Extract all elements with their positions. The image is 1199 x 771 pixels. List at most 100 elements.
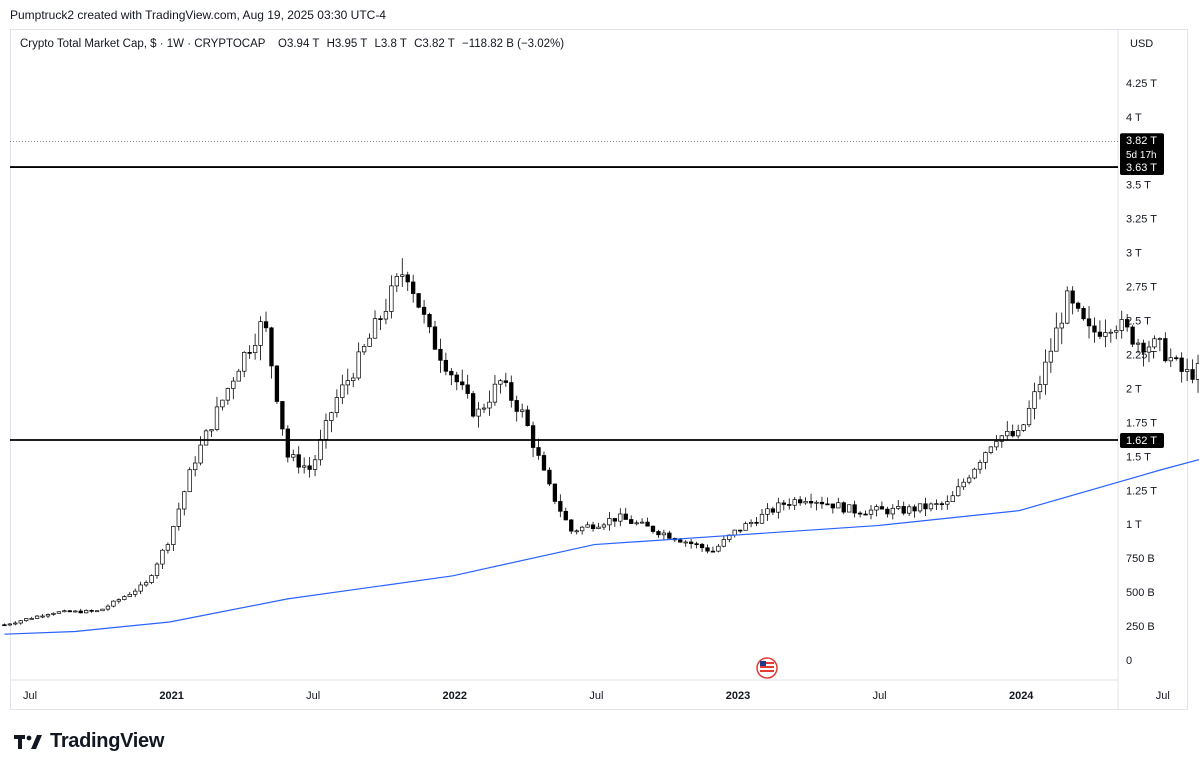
candle-body <box>983 452 988 463</box>
candle-body <box>405 274 410 283</box>
candle-body <box>563 510 568 521</box>
candle-body <box>885 508 890 515</box>
candle-body <box>618 513 623 522</box>
high-value: 3.95 T <box>334 38 368 50</box>
candle-body <box>280 401 285 430</box>
candle-body <box>236 370 241 382</box>
candle-body <box>274 365 280 402</box>
candle-body <box>1130 326 1135 345</box>
candle-body <box>394 276 399 287</box>
candle-body <box>1092 325 1097 333</box>
candle-body <box>498 380 503 385</box>
candle-body <box>754 521 759 524</box>
candle-body <box>438 348 443 361</box>
open-label: O <box>278 38 287 50</box>
candle-body <box>105 605 111 610</box>
candle-body <box>340 384 345 398</box>
candle-body <box>509 382 514 401</box>
candle-body <box>1070 290 1075 304</box>
x-tick-label: 2024 <box>1009 690 1034 702</box>
candle-body <box>40 615 45 618</box>
close-label: C <box>414 38 423 50</box>
candle-body <box>1021 424 1026 431</box>
candle-body <box>291 454 296 458</box>
candle-body <box>2 624 7 627</box>
candle-body <box>808 501 814 504</box>
candle-body <box>650 525 656 532</box>
last-price-label: 3.82 T <box>1126 135 1157 147</box>
candle-body <box>1081 308 1086 320</box>
candle-body <box>133 590 138 595</box>
candle-body <box>1125 319 1130 328</box>
candle-body <box>547 469 552 485</box>
candle-body <box>18 620 23 624</box>
time-scale: Jul2021Jul2022Jul2023Jul2024Jul2025Jul20… <box>23 690 1170 702</box>
candle-body <box>803 501 808 504</box>
candle-body <box>972 468 977 479</box>
candle-body <box>732 529 737 536</box>
candle-body <box>634 522 639 525</box>
candle-body <box>1157 338 1163 340</box>
candle-body <box>694 543 699 546</box>
currency-selector[interactable]: USD <box>1130 38 1154 50</box>
candle-body <box>868 509 874 515</box>
candle-body <box>721 539 726 547</box>
candle-body <box>1103 332 1108 337</box>
candle-body <box>231 380 236 389</box>
countdown-label: 5d 17h <box>1126 150 1157 161</box>
candle-body <box>45 614 51 617</box>
candle-body <box>171 526 176 545</box>
candle-body <box>923 503 928 510</box>
candle-body <box>193 462 198 471</box>
candle-body <box>465 384 470 394</box>
candle-body <box>1065 290 1070 324</box>
candle-body <box>961 481 966 488</box>
candle-body <box>1097 331 1103 337</box>
candle-body <box>258 321 263 346</box>
candle-body <box>252 345 258 353</box>
candle-body <box>710 550 716 553</box>
candle-body <box>1174 357 1179 360</box>
candle-body <box>1114 330 1119 333</box>
candle-body <box>443 359 449 372</box>
candle-body <box>825 503 830 506</box>
candle-body <box>476 408 481 417</box>
candle-body <box>847 504 852 513</box>
candle-body <box>307 465 312 470</box>
x-tick-label: 2022 <box>443 690 467 702</box>
candle-body <box>263 321 269 329</box>
candle-body <box>214 406 220 430</box>
candle-body <box>1179 357 1184 372</box>
candle-body <box>122 596 127 600</box>
candle-body <box>1010 431 1015 437</box>
moving-average-line <box>4 459 1199 635</box>
candle-body <box>1086 318 1092 327</box>
us-flag-icon[interactable] <box>756 657 778 679</box>
candle-body <box>667 532 672 539</box>
candle-body <box>481 407 487 410</box>
candle-body <box>296 454 301 468</box>
y-tick-label: 0 <box>1126 655 1132 667</box>
candle-body <box>356 351 361 379</box>
candle-body <box>579 526 585 532</box>
candle-body <box>645 521 650 527</box>
candle-body <box>928 503 934 510</box>
candle-body <box>345 380 350 386</box>
candle-body <box>138 584 143 592</box>
candle-body <box>1146 346 1152 353</box>
candle-body <box>901 506 906 514</box>
x-tick-label: Jul <box>873 690 887 702</box>
y-tick-label: 3.25 T <box>1126 214 1157 226</box>
candle-body <box>127 594 132 597</box>
y-tick-label: 2.5 T <box>1126 316 1151 328</box>
candle-body <box>966 477 972 483</box>
candle-body <box>994 441 999 448</box>
candle-body <box>836 502 841 509</box>
candle-body <box>1005 431 1010 437</box>
candle-body <box>1016 430 1021 437</box>
candle-body <box>454 374 459 383</box>
candle-body <box>1135 342 1141 345</box>
candle-body <box>449 370 454 376</box>
candle-body <box>220 399 225 408</box>
